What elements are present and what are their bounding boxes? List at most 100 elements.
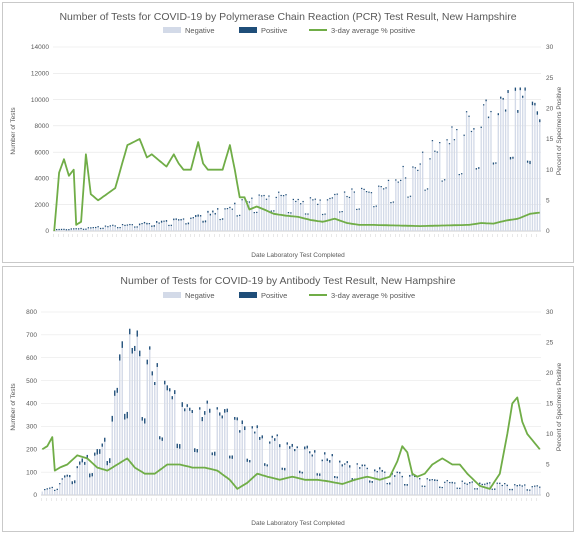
date-tick: — bbox=[329, 234, 333, 237]
positive-marker bbox=[192, 217, 194, 219]
negative-bar bbox=[131, 353, 133, 495]
negative-bar bbox=[470, 132, 473, 231]
negative-bar bbox=[286, 444, 288, 495]
positive-marker bbox=[331, 454, 333, 457]
negative-bar bbox=[287, 213, 290, 231]
date-tick: — bbox=[394, 498, 398, 501]
positive-marker bbox=[429, 479, 431, 481]
date-tick: — bbox=[217, 234, 221, 237]
positive-marker bbox=[319, 199, 321, 201]
positive-marker bbox=[75, 228, 77, 230]
y2-tick-label: 15 bbox=[546, 136, 554, 143]
negative-bar bbox=[224, 209, 226, 231]
negative-bar bbox=[444, 482, 446, 495]
negative-bar bbox=[431, 141, 434, 231]
positive-marker bbox=[324, 452, 326, 455]
negative-bar bbox=[387, 181, 390, 231]
pcr-chart: Number of Tests for COVID-19 by Polymera… bbox=[10, 11, 563, 259]
positive-marker bbox=[392, 201, 395, 203]
positive-marker bbox=[244, 426, 246, 431]
positive-marker bbox=[96, 449, 98, 455]
positive-marker bbox=[486, 482, 488, 485]
negative-bar bbox=[429, 159, 431, 231]
positive-marker bbox=[236, 215, 238, 217]
positive-marker bbox=[264, 463, 266, 466]
positive-marker bbox=[465, 111, 468, 113]
negative-bar bbox=[531, 105, 534, 231]
negative-bar bbox=[414, 168, 417, 231]
date-tick: — bbox=[398, 234, 402, 237]
pcr-y2-ticks: 0 5 10 15 20 25 30 bbox=[546, 44, 554, 235]
positive-marker bbox=[434, 479, 436, 481]
positive-marker bbox=[219, 218, 221, 221]
positive-marker bbox=[394, 475, 396, 477]
negative-bar bbox=[41, 491, 43, 495]
date-tick: — bbox=[449, 498, 453, 501]
negative-bar bbox=[84, 464, 86, 495]
date-tick: — bbox=[299, 498, 303, 501]
positive-marker bbox=[476, 488, 478, 490]
positive-marker bbox=[491, 488, 493, 490]
date-tick: — bbox=[207, 234, 211, 237]
positive-marker bbox=[114, 390, 116, 396]
date-tick: — bbox=[134, 498, 138, 501]
negative-bar bbox=[226, 209, 229, 231]
positive-marker bbox=[77, 228, 80, 230]
negative-bar bbox=[475, 169, 478, 231]
positive-marker bbox=[175, 218, 177, 220]
date-tick: — bbox=[427, 234, 431, 237]
negative-bar bbox=[399, 473, 401, 495]
negative-bar bbox=[429, 480, 431, 495]
negative-bar bbox=[96, 454, 98, 495]
negative-bar bbox=[169, 391, 171, 495]
negative-bar bbox=[121, 347, 123, 495]
negative-bar bbox=[385, 188, 387, 231]
positive-marker bbox=[141, 417, 143, 421]
negative-bar bbox=[368, 192, 370, 231]
negative-bar bbox=[107, 227, 109, 231]
positive-marker bbox=[522, 95, 524, 98]
negative-bar bbox=[248, 202, 251, 231]
negative-bar bbox=[539, 122, 541, 231]
legend-positive-swatch bbox=[239, 292, 257, 298]
negative-bar bbox=[280, 196, 282, 231]
date-tick: — bbox=[349, 234, 353, 237]
positive-marker bbox=[409, 195, 412, 197]
negative-bar bbox=[497, 115, 499, 231]
positive-marker bbox=[369, 480, 371, 483]
positive-marker bbox=[326, 199, 329, 201]
date-tick: — bbox=[99, 498, 103, 501]
negative-bar bbox=[297, 200, 299, 231]
positive-marker bbox=[314, 450, 316, 453]
positive-marker bbox=[269, 441, 271, 444]
negative-bar bbox=[468, 116, 470, 231]
date-tick: — bbox=[168, 234, 172, 237]
positive-marker bbox=[401, 475, 403, 478]
positive-marker bbox=[199, 407, 201, 410]
date-tick: — bbox=[110, 234, 114, 237]
positive-marker bbox=[202, 220, 204, 223]
positive-marker bbox=[459, 487, 461, 489]
positive-marker bbox=[334, 193, 336, 196]
negative-bar bbox=[278, 192, 280, 231]
negative-bar bbox=[302, 202, 304, 231]
positive-marker bbox=[414, 167, 417, 169]
positive-marker bbox=[384, 471, 386, 473]
positive-marker bbox=[426, 478, 428, 480]
positive-marker bbox=[412, 166, 414, 168]
date-tick: — bbox=[214, 498, 218, 501]
negative-bar bbox=[434, 151, 436, 231]
positive-marker bbox=[46, 488, 48, 490]
negative-bar bbox=[158, 223, 160, 231]
pcr-chart-panel: Number of Tests for COVID-19 by Polymera… bbox=[2, 2, 574, 263]
negative-bar bbox=[116, 228, 119, 231]
date-tick: — bbox=[169, 498, 173, 501]
date-tick: — bbox=[344, 234, 348, 237]
negative-bar bbox=[136, 227, 138, 231]
y-tick-label: 700 bbox=[26, 332, 37, 339]
positive-marker bbox=[274, 438, 276, 441]
negative-bar bbox=[509, 490, 511, 495]
date-tick: — bbox=[173, 234, 177, 237]
positive-marker bbox=[507, 90, 509, 93]
date-tick: — bbox=[266, 234, 270, 237]
